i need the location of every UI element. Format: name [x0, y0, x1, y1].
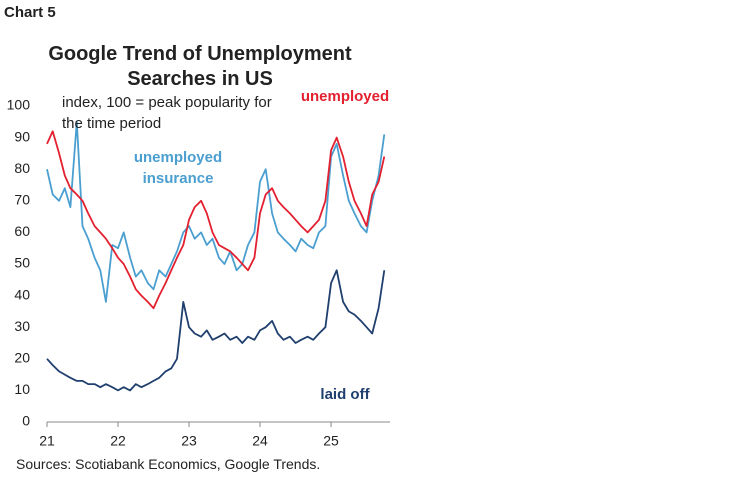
source: Sources: Scotiabank Economics, Google Tr… [16, 456, 321, 472]
x-tick-label: 25 [323, 433, 339, 449]
x-tick-label: 22 [110, 433, 126, 449]
y-tick-label: 0 [22, 413, 30, 429]
x-tick-label: 21 [39, 433, 55, 449]
x-tick-label: 23 [181, 433, 197, 449]
x-tick-label: 24 [252, 433, 268, 449]
y-tick-label: 10 [14, 381, 30, 397]
y-tick-label: 50 [14, 255, 30, 271]
series-label: laid off [320, 386, 370, 403]
y-tick-label: 90 [14, 128, 30, 144]
y-tick-label: 30 [14, 318, 30, 334]
series-label: unemployed insurance [133, 149, 223, 187]
y-tick-label: 100 [7, 97, 31, 113]
series-line [46, 269, 386, 392]
y-tick-label: 20 [14, 350, 30, 366]
series-line [46, 120, 386, 303]
chart-label: Chart 5 [4, 4, 56, 21]
y-tick-label: 70 [14, 192, 30, 208]
series-label: unemployed [300, 88, 390, 105]
y-tick-label: 80 [14, 160, 30, 176]
annotation: index, 100 = peak popularity for the tim… [62, 94, 272, 132]
series-line [46, 130, 386, 310]
y-tick-label: 60 [14, 223, 30, 239]
y-tick-label: 40 [14, 286, 30, 302]
chart-title: Google Trend of Unemployment Searches in… [48, 43, 352, 90]
